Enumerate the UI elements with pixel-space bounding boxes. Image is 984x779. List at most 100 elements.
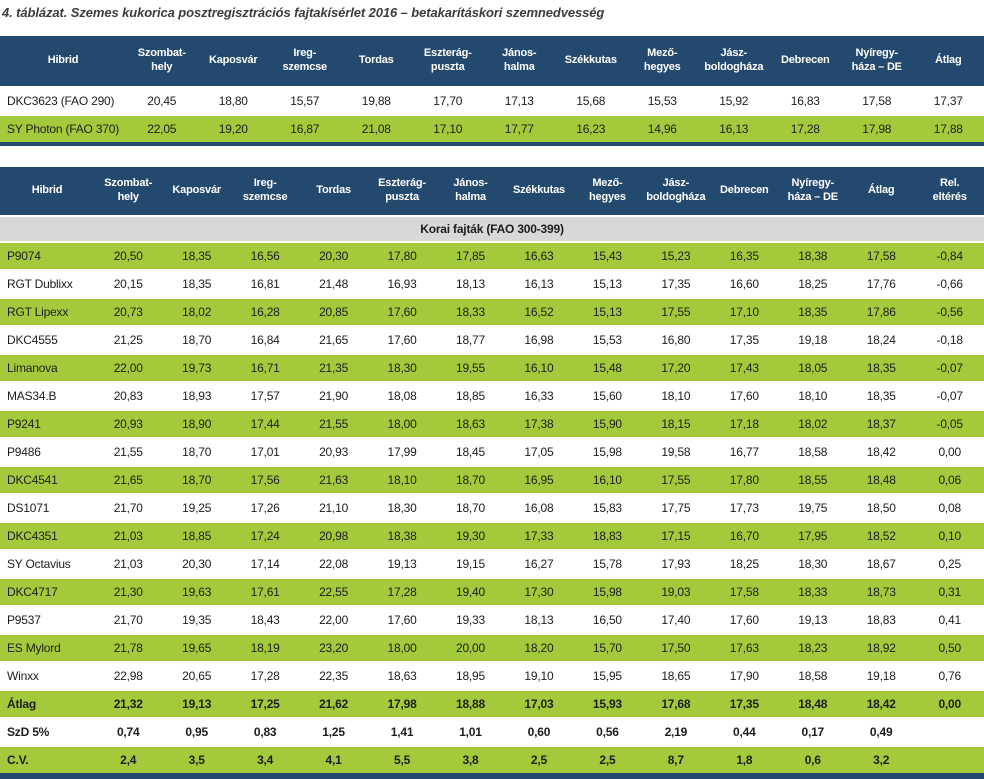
cell: 17,28 <box>368 578 436 606</box>
cell: 19,18 <box>847 662 915 690</box>
cell: 0,31 <box>915 578 984 606</box>
cell: 19,33 <box>436 606 504 634</box>
cell: 0,74 <box>94 718 162 746</box>
cell: 0,50 <box>915 634 984 662</box>
cell: 21,35 <box>299 354 367 382</box>
cell: 16,84 <box>231 326 299 354</box>
cell: 15,60 <box>573 382 641 410</box>
cell: 18,90 <box>162 410 230 438</box>
row-label: P9241 <box>0 410 94 438</box>
cell: 17,01 <box>231 438 299 466</box>
column-header: János- halma <box>484 36 556 87</box>
cell: 20,50 <box>94 242 162 270</box>
column-header: Jász- boldogháza <box>698 36 770 87</box>
cell: 19,20 <box>198 115 270 144</box>
cell: 0,44 <box>710 718 778 746</box>
cell: 0,10 <box>915 522 984 550</box>
cell: 19,03 <box>642 578 710 606</box>
cell: 17,73 <box>710 494 778 522</box>
column-header: Jász- boldogháza <box>642 167 710 216</box>
cell: 15,78 <box>573 550 641 578</box>
cell: 18,70 <box>162 438 230 466</box>
cell: 3,2 <box>847 746 915 776</box>
cell: 17,35 <box>642 270 710 298</box>
cell: 17,15 <box>642 522 710 550</box>
cell: 18,95 <box>436 662 504 690</box>
cell: 16,23 <box>555 115 627 144</box>
cell: 0,60 <box>505 718 573 746</box>
row-label: P9537 <box>0 606 94 634</box>
cell: 17,40 <box>642 606 710 634</box>
cell: 18,42 <box>847 690 915 718</box>
row-label: P9486 <box>0 438 94 466</box>
cell: 18,02 <box>779 410 847 438</box>
cell: 19,13 <box>368 550 436 578</box>
cell: 18,00 <box>368 410 436 438</box>
cell: 16,33 <box>505 382 573 410</box>
cell: 22,05 <box>126 115 198 144</box>
cell: 18,77 <box>436 326 504 354</box>
cell: 17,90 <box>710 662 778 690</box>
cell: 17,58 <box>841 87 913 115</box>
cell: 21,32 <box>94 690 162 718</box>
cell: 17,80 <box>710 466 778 494</box>
cell: 17,85 <box>436 242 504 270</box>
cell: 18,92 <box>847 634 915 662</box>
cell: 20,98 <box>299 522 367 550</box>
cell: 22,00 <box>94 354 162 382</box>
column-header: Kaposvár <box>162 167 230 216</box>
cell: 20,93 <box>94 410 162 438</box>
cell: 19,10 <box>505 662 573 690</box>
cell: 16,28 <box>231 298 299 326</box>
column-header: Átlag <box>847 167 915 216</box>
cell: 18,05 <box>779 354 847 382</box>
column-header: Tordas <box>299 167 367 216</box>
section-band: Korai fajták (FAO 300-399) <box>0 216 984 242</box>
cell: 19,75 <box>779 494 847 522</box>
cell: 18,30 <box>368 354 436 382</box>
cell: 18,70 <box>436 494 504 522</box>
cell: 19,55 <box>436 354 504 382</box>
column-header: Ireg- szemcse <box>231 167 299 216</box>
cell: 18,08 <box>368 382 436 410</box>
row-label: DKC4717 <box>0 578 94 606</box>
cell: 16,80 <box>642 326 710 354</box>
cell: 17,13 <box>484 87 556 115</box>
cell: 21,65 <box>299 326 367 354</box>
cell: 0,00 <box>915 438 984 466</box>
cell: 3,4 <box>231 746 299 776</box>
cell: 0,25 <box>915 550 984 578</box>
cell: 18,19 <box>231 634 299 662</box>
column-header: Mező- hegyes <box>573 167 641 216</box>
cell: 18,35 <box>162 270 230 298</box>
cell: 15,83 <box>573 494 641 522</box>
cell: 16,27 <box>505 550 573 578</box>
cell: 18,23 <box>779 634 847 662</box>
cell: 8,7 <box>642 746 710 776</box>
cell: 21,10 <box>299 494 367 522</box>
cell: 18,73 <box>847 578 915 606</box>
cell: 19,13 <box>162 690 230 718</box>
cell: 21,08 <box>341 115 413 144</box>
cell: 17,10 <box>412 115 484 144</box>
cell: 21,55 <box>94 438 162 466</box>
cell: 21,25 <box>94 326 162 354</box>
cell: 15,13 <box>573 298 641 326</box>
cell: 17,98 <box>368 690 436 718</box>
cell: 19,25 <box>162 494 230 522</box>
cell: 17,33 <box>505 522 573 550</box>
cell: 18,52 <box>847 522 915 550</box>
cell: 17,61 <box>231 578 299 606</box>
cell: 0,17 <box>779 718 847 746</box>
cell: 20,00 <box>436 634 504 662</box>
cell: 17,99 <box>368 438 436 466</box>
cell: 15,53 <box>573 326 641 354</box>
cell: 17,03 <box>505 690 573 718</box>
cell: 0,6 <box>779 746 847 776</box>
